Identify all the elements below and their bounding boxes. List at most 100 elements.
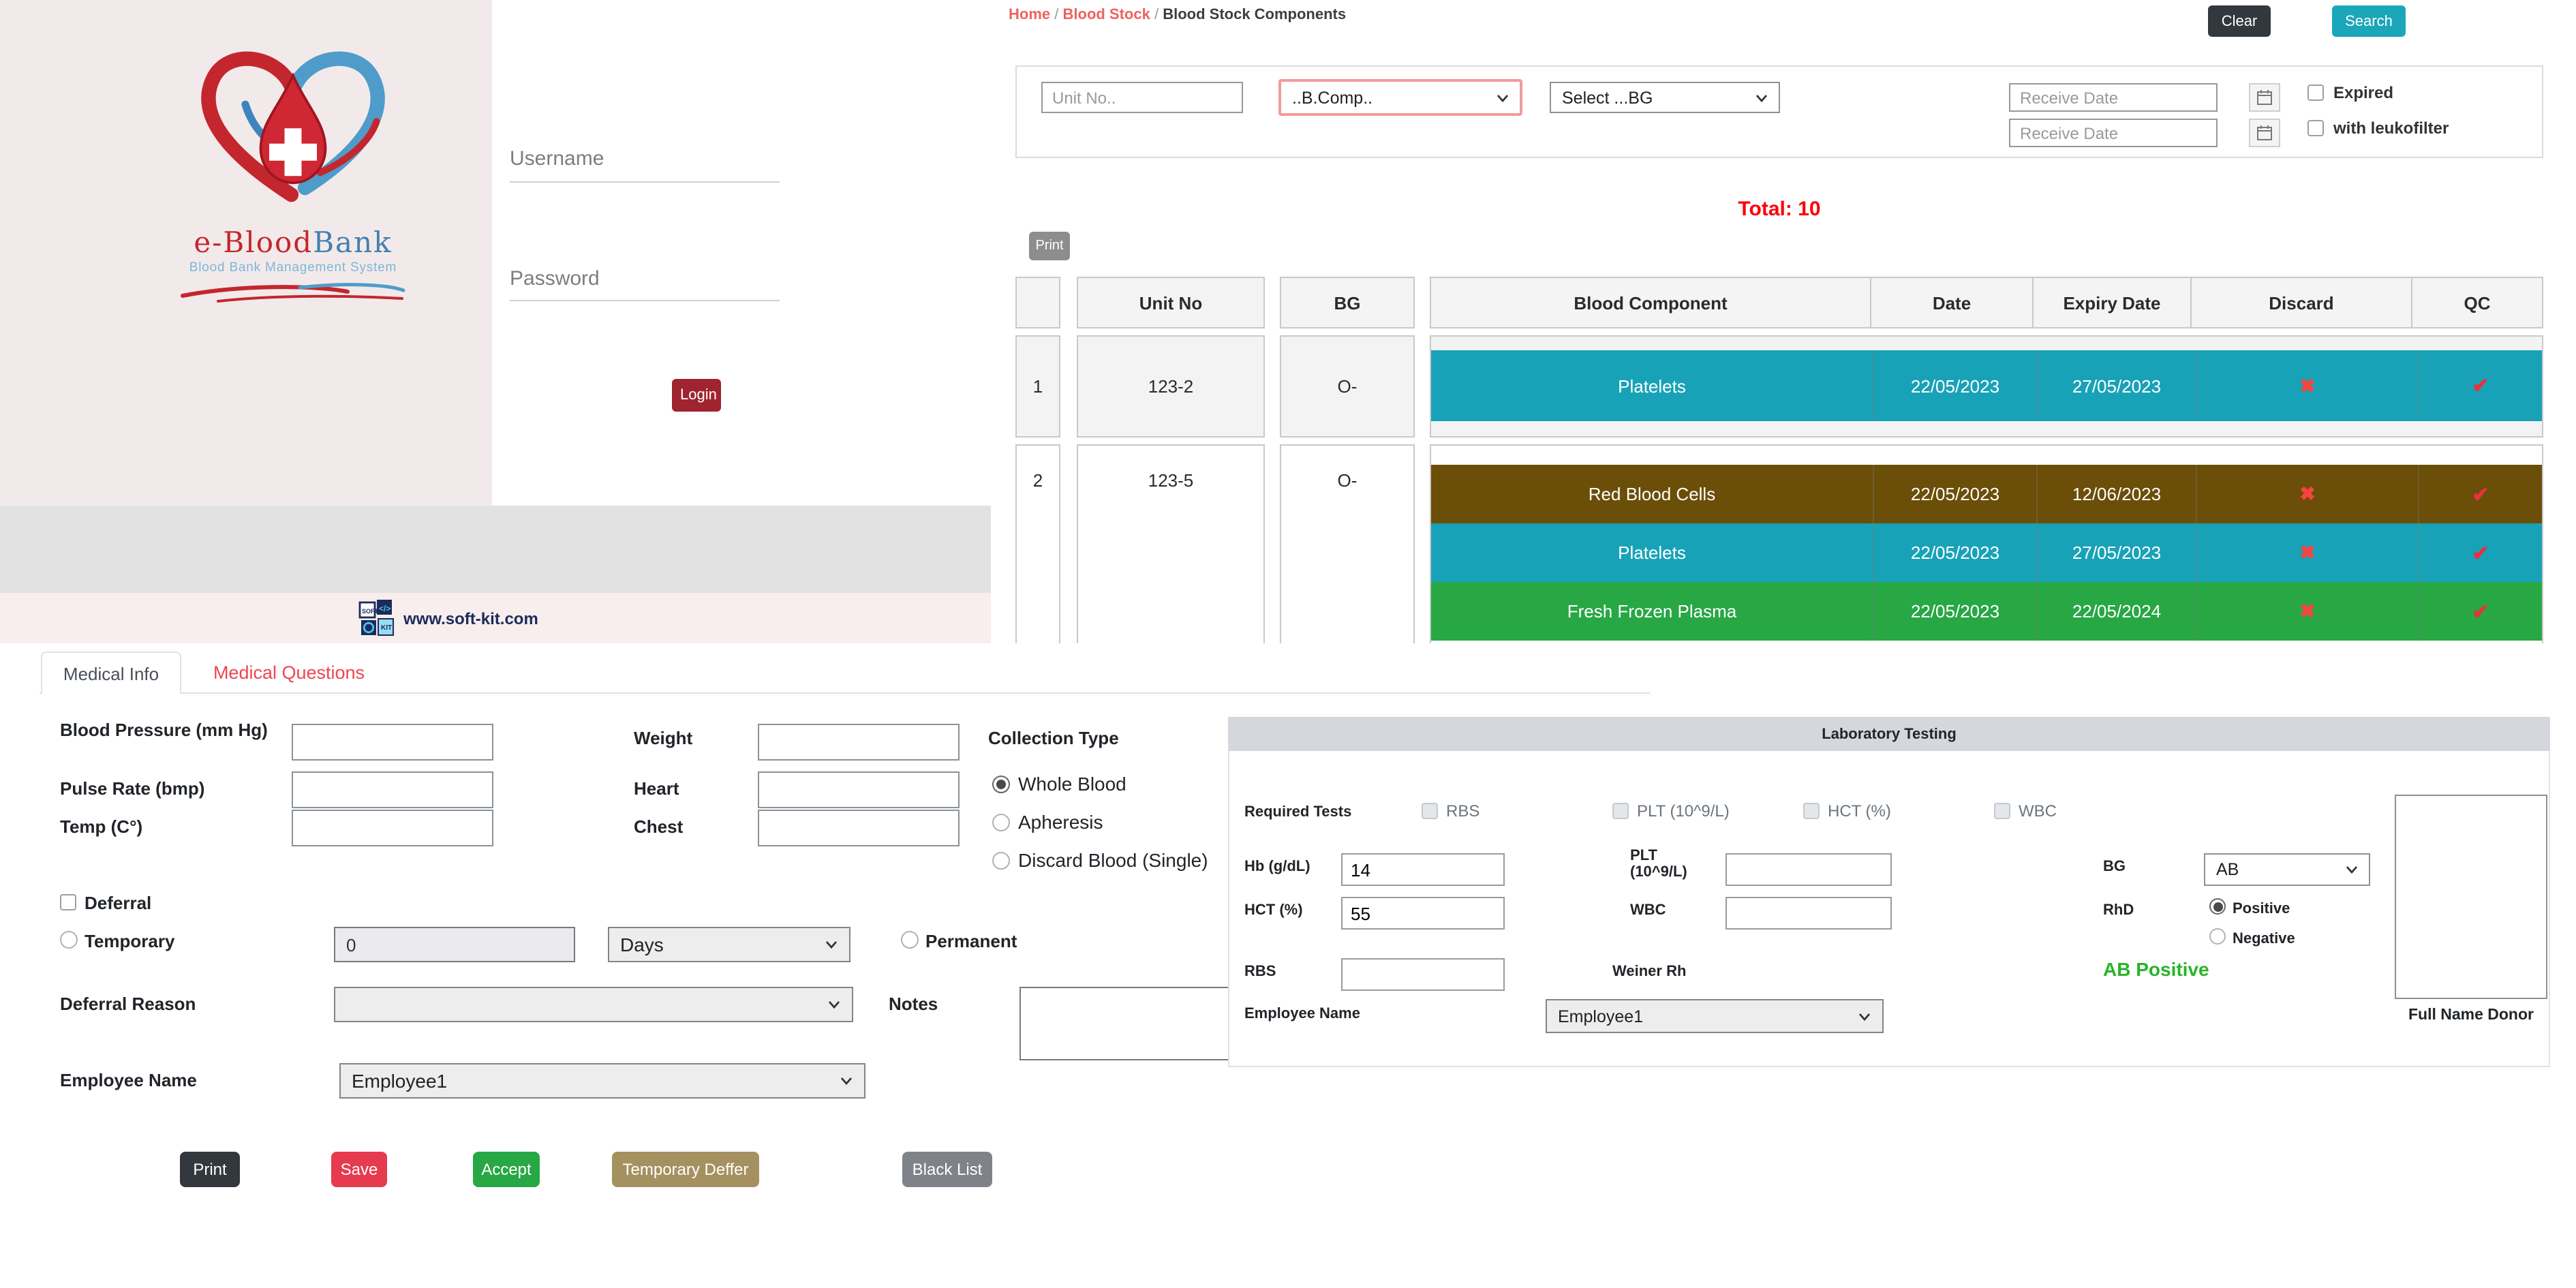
component-date: 22/05/2023: [1873, 350, 2036, 421]
breadcrumb-blood-stock[interactable]: Blood Stock: [1062, 7, 1150, 23]
blood-pressure-input[interactable]: [292, 724, 493, 761]
receive-date-from-input[interactable]: [2009, 83, 2218, 112]
calendar-button[interactable]: [2249, 83, 2280, 112]
breadcrumb-separator: /: [1054, 7, 1059, 23]
table-row: 1 123-2 O- Platelets 22/05/2023 27/05/2023 ✖ ✔: [1015, 335, 2543, 438]
hct-input[interactable]: [1341, 897, 1505, 930]
chest-input[interactable]: [758, 810, 960, 846]
header-discard: Discard: [2190, 277, 2412, 328]
leukofilter-checkbox[interactable]: [2307, 120, 2324, 136]
qc-icon[interactable]: ✔: [2418, 350, 2542, 421]
unit-no-input[interactable]: [1041, 82, 1243, 113]
softkit-logo-icon: SOFT </> KIT: [358, 600, 394, 636]
discard-icon[interactable]: ✖: [2196, 465, 2418, 523]
heart-label: Heart: [634, 778, 679, 799]
component-date: 22/05/2023: [1873, 523, 2036, 582]
chevron-down-icon: [825, 941, 838, 949]
print-button[interactable]: Print: [180, 1152, 240, 1187]
components-cell: Platelets 22/05/2023 27/05/2023 ✖ ✔: [1430, 335, 2543, 438]
plt-label: PLT (10^9/L): [1630, 848, 1687, 880]
weiner-rh-label: Weiner Rh: [1612, 964, 1687, 980]
tab-medical-questions[interactable]: Medical Questions: [213, 662, 365, 683]
lab-employee-select[interactable]: Employee1: [1546, 999, 1884, 1033]
breadcrumb-home[interactable]: Home: [1009, 7, 1051, 23]
permanent-radio[interactable]: [901, 931, 919, 949]
calendar-icon: [2257, 90, 2272, 105]
receive-date-to-input[interactable]: [2009, 119, 2218, 147]
component-band[interactable]: Red Blood Cells 22/05/2023 12/06/2023 ✖ ✔: [1431, 465, 2542, 523]
chevron-down-icon: [1497, 94, 1509, 102]
bg-select[interactable]: Select ...BG: [1550, 82, 1780, 113]
rhd-positive-label: Positive: [2233, 901, 2290, 917]
temp-label: Temp (C°): [60, 816, 143, 837]
deferral-reason-select[interactable]: [334, 987, 853, 1022]
qc-icon[interactable]: ✔: [2418, 465, 2542, 523]
discard-blood-radio[interactable]: [992, 852, 1010, 870]
login-button[interactable]: Login: [672, 379, 721, 412]
lab-bg-select[interactable]: AB: [2204, 853, 2370, 886]
weight-input[interactable]: [758, 724, 960, 761]
brand-title-red: e-Blood: [194, 226, 313, 259]
heart-input[interactable]: [758, 771, 960, 808]
discard-icon[interactable]: ✖: [2196, 582, 2418, 641]
rhd-negative-radio[interactable]: [2209, 928, 2226, 945]
employee-select[interactable]: Employee1: [339, 1063, 865, 1099]
temp-input[interactable]: [292, 810, 493, 846]
password-input[interactable]: [510, 274, 780, 301]
header-expiry-date: Expiry Date: [2032, 277, 2192, 328]
whole-blood-radio[interactable]: [992, 776, 1010, 793]
rhd-positive-radio[interactable]: [2209, 898, 2226, 915]
pulse-rate-input[interactable]: [292, 771, 493, 808]
discard-icon[interactable]: ✖: [2196, 350, 2418, 421]
svg-text:SOFT: SOFT: [362, 608, 379, 615]
plt-input[interactable]: [1726, 853, 1892, 886]
blood-component-select[interactable]: ..B.Comp..: [1278, 79, 1522, 116]
temporary-days-input[interactable]: [334, 927, 575, 962]
rbs-input[interactable]: [1341, 958, 1505, 991]
rbs-test-checkbox[interactable]: [1422, 803, 1438, 819]
qc-icon[interactable]: ✔: [2418, 582, 2542, 641]
temporary-radio[interactable]: [60, 931, 78, 949]
wbc-test-checkbox[interactable]: [1994, 803, 2010, 819]
apheresis-radio[interactable]: [992, 814, 1010, 831]
save-button[interactable]: Save: [331, 1152, 387, 1187]
accept-button[interactable]: Accept: [473, 1152, 540, 1187]
plt-test-checkbox[interactable]: [1612, 803, 1629, 819]
calendar-button[interactable]: [2249, 119, 2280, 147]
collection-type-label: Collection Type: [988, 728, 1119, 748]
header-date: Date: [1870, 277, 2034, 328]
black-list-button[interactable]: Black List: [902, 1152, 992, 1187]
hct-test-label: HCT (%): [1828, 801, 1891, 821]
temporary-deffer-button[interactable]: Temporary Deffer: [612, 1152, 759, 1187]
breadcrumb-separator: /: [1154, 7, 1159, 23]
search-button[interactable]: Search: [2332, 5, 2406, 37]
component-band[interactable]: Platelets 22/05/2023 27/05/2023 ✖ ✔: [1431, 350, 2542, 421]
deferral-checkbox[interactable]: [60, 894, 76, 910]
hb-input[interactable]: [1341, 853, 1505, 886]
header-qc: QC: [2411, 277, 2543, 328]
breadcrumb-current: Blood Stock Components: [1163, 7, 1347, 23]
blood-type-result-text: AB Positive: [2103, 958, 2209, 980]
whole-blood-label: Whole Blood: [1018, 773, 1126, 795]
wbc-input[interactable]: [1726, 897, 1892, 930]
qc-icon[interactable]: ✔: [2418, 523, 2542, 582]
discard-icon[interactable]: ✖: [2196, 523, 2418, 582]
tab-medical-info[interactable]: Medical Info: [41, 651, 181, 694]
period-select[interactable]: Days: [608, 927, 850, 962]
unit-no-cell: 123-5: [1077, 444, 1265, 654]
expired-checkbox[interactable]: [2307, 85, 2324, 101]
component-expiry: 12/06/2023: [2036, 465, 2196, 523]
hct-test-checkbox[interactable]: [1803, 803, 1820, 819]
header-index: [1015, 277, 1060, 328]
clear-button[interactable]: Clear: [2208, 5, 2271, 37]
component-band[interactable]: Fresh Frozen Plasma 22/05/2023 22/05/2024 ✖…: [1431, 582, 2542, 641]
component-band[interactable]: Platelets 22/05/2023 27/05/2023 ✖ ✔: [1431, 523, 2542, 582]
hb-label: Hb (g/dL): [1244, 859, 1310, 875]
chest-label: Chest: [634, 816, 684, 837]
component-name: Platelets: [1618, 542, 1686, 563]
employee-name-label: Employee Name: [60, 1070, 197, 1090]
pulse-rate-label: Pulse Rate (bmp): [60, 778, 205, 799]
username-input[interactable]: [510, 155, 780, 183]
stock-print-button[interactable]: Print: [1029, 232, 1070, 260]
